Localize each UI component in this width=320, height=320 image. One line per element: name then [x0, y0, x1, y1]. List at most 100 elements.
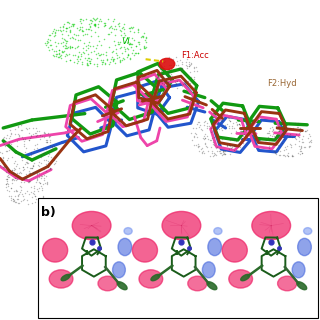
Point [285, 154, 291, 159]
Point [282, 130, 287, 135]
Point [239, 129, 244, 134]
Point [8, 134, 13, 139]
Point [210, 154, 215, 159]
Point [213, 116, 218, 121]
Point [231, 143, 236, 148]
Point [102, 20, 107, 26]
Point [203, 144, 208, 149]
Point [48, 138, 53, 143]
Point [231, 137, 236, 142]
Point [265, 130, 270, 135]
Point [215, 142, 220, 147]
Point [295, 124, 300, 130]
Point [236, 135, 241, 140]
Point [4, 177, 9, 182]
Point [92, 61, 97, 67]
Point [214, 113, 219, 118]
Point [277, 124, 282, 129]
Point [16, 192, 21, 197]
Point [86, 39, 92, 44]
Point [205, 149, 211, 154]
Point [12, 159, 17, 164]
Point [75, 38, 80, 43]
Point [190, 126, 196, 131]
Point [103, 22, 108, 28]
Point [15, 200, 20, 205]
Point [12, 178, 17, 183]
Point [119, 32, 124, 37]
Point [106, 25, 111, 30]
Point [136, 28, 141, 33]
Point [0, 162, 3, 167]
Point [189, 138, 195, 143]
Point [219, 125, 224, 130]
Point [289, 154, 294, 159]
Point [49, 147, 54, 152]
Point [41, 166, 46, 172]
Point [215, 122, 220, 127]
Point [121, 44, 126, 50]
Point [44, 140, 49, 145]
Point [236, 140, 242, 146]
Point [279, 120, 284, 125]
Point [77, 27, 82, 32]
Point [228, 152, 233, 157]
Point [157, 66, 163, 71]
Point [269, 128, 275, 133]
Point [306, 135, 311, 140]
Point [212, 152, 218, 157]
Point [154, 74, 159, 79]
Point [282, 125, 287, 130]
Point [224, 122, 229, 127]
Point [84, 60, 89, 66]
Point [41, 177, 46, 182]
Point [224, 144, 229, 149]
Point [83, 55, 88, 60]
Point [25, 159, 30, 164]
Ellipse shape [61, 274, 70, 281]
Point [66, 44, 71, 50]
Point [21, 143, 27, 148]
Point [58, 25, 63, 30]
Point [17, 133, 22, 139]
Point [8, 194, 13, 199]
Point [5, 173, 10, 178]
Point [194, 132, 199, 137]
Point [9, 186, 14, 191]
Point [72, 21, 77, 27]
Point [39, 161, 44, 166]
Point [68, 43, 73, 48]
Point [22, 149, 27, 155]
Point [16, 194, 21, 199]
Point [194, 134, 199, 139]
Point [46, 160, 51, 165]
Point [166, 67, 171, 72]
Point [229, 137, 235, 142]
Point [60, 24, 66, 29]
Point [109, 50, 115, 55]
Point [9, 186, 14, 191]
Point [197, 148, 202, 153]
Point [280, 140, 285, 145]
Point [89, 56, 94, 61]
Point [290, 153, 295, 158]
Point [224, 142, 229, 148]
Point [2, 142, 7, 147]
Point [202, 136, 207, 141]
Point [296, 134, 301, 139]
Point [237, 122, 243, 127]
Point [63, 40, 68, 45]
Point [169, 71, 174, 76]
Point [169, 83, 174, 88]
Point [27, 169, 32, 174]
Point [297, 127, 302, 132]
Point [34, 134, 39, 139]
Point [126, 26, 131, 31]
Text: F2:Hyd: F2:Hyd [267, 79, 297, 88]
Point [31, 126, 36, 131]
Point [173, 63, 178, 68]
Point [4, 179, 9, 184]
Point [173, 80, 178, 85]
Point [64, 25, 69, 30]
Point [133, 44, 139, 49]
